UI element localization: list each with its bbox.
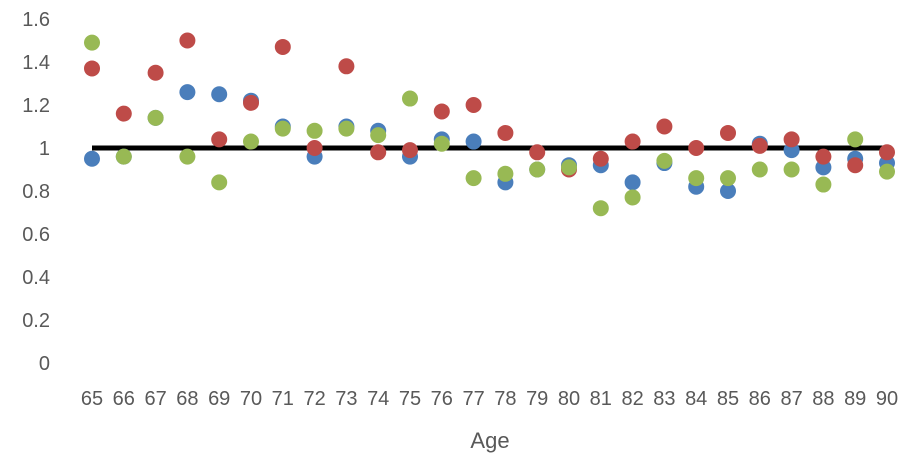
data-point-series-3 — [561, 159, 577, 176]
data-point-series-2 — [688, 140, 705, 156]
x-tick-label: 80 — [558, 388, 580, 410]
data-point-series-3 — [624, 189, 641, 206]
x-tick-label: 82 — [621, 388, 643, 410]
data-point-series-2 — [783, 131, 800, 148]
data-point-series-2 — [274, 38, 291, 55]
data-point-series-2 — [433, 103, 450, 120]
data-point-series-1 — [624, 174, 641, 191]
y-tick-label: 1.2 — [22, 95, 50, 117]
x-tick-label: 86 — [749, 388, 771, 410]
data-point-series-3 — [338, 120, 355, 137]
x-tick-label: 72 — [303, 388, 325, 410]
data-point-series-3 — [688, 170, 705, 187]
data-point-series-2 — [370, 144, 387, 161]
data-point-series-2 — [211, 131, 228, 148]
data-point-series-3 — [751, 161, 768, 178]
y-tick-label: 1.4 — [22, 52, 50, 74]
data-point-series-1 — [211, 86, 228, 103]
data-point-series-3 — [306, 122, 323, 139]
y-tick-label: 0.8 — [22, 181, 50, 203]
x-tick-label: 65 — [81, 388, 103, 410]
data-point-series-3 — [592, 200, 609, 217]
data-point-series-1 — [720, 183, 736, 199]
data-point-series-2 — [115, 105, 132, 122]
data-point-series-2 — [402, 142, 418, 159]
x-tick-label: 79 — [526, 388, 548, 410]
data-point-series-3 — [211, 174, 228, 191]
data-point-series-1 — [179, 84, 196, 101]
data-point-series-2 — [243, 94, 259, 111]
data-point-series-2 — [592, 150, 609, 167]
data-point-series-3 — [370, 127, 387, 144]
data-point-series-3 — [402, 90, 418, 107]
y-tick-label: 1.6 — [22, 9, 50, 31]
data-point-series-2 — [751, 137, 768, 154]
data-point-series-2 — [306, 140, 323, 156]
data-point-series-2 — [147, 64, 164, 81]
data-point-series-2 — [497, 124, 514, 141]
data-point-series-2 — [720, 124, 736, 141]
x-tick-label: 66 — [113, 388, 135, 410]
data-point-series-2 — [529, 144, 546, 161]
data-point-series-2 — [179, 32, 196, 49]
y-tick-label: 0.6 — [22, 224, 50, 246]
data-point-series-3 — [879, 163, 895, 180]
data-point-series-3 — [465, 170, 482, 187]
x-tick-label: 77 — [462, 388, 484, 410]
x-tick-label: 90 — [876, 388, 898, 410]
data-point-series-3 — [783, 161, 800, 178]
x-tick-label: 67 — [144, 388, 166, 410]
data-point-series-2 — [84, 60, 100, 77]
data-point-series-3 — [656, 152, 673, 169]
data-point-series-3 — [815, 176, 832, 193]
data-point-series-2 — [847, 157, 864, 174]
y-tick-label: 0.2 — [22, 310, 50, 332]
data-point-series-3 — [433, 135, 450, 152]
data-point-series-2 — [338, 58, 355, 75]
data-point-series-2 — [815, 148, 832, 165]
x-tick-label: 76 — [431, 388, 453, 410]
data-point-series-3 — [497, 165, 514, 182]
x-tick-label: 87 — [780, 388, 802, 410]
x-tick-label: 85 — [717, 388, 739, 410]
data-point-series-3 — [720, 170, 736, 187]
x-tick-label: 88 — [812, 388, 834, 410]
data-point-series-3 — [84, 34, 100, 51]
y-axis-ticks: 0 0.2 0.4 0.6 0.8 1 1.2 1.4 1.6 — [22, 9, 50, 375]
data-point-series-3 — [179, 148, 196, 165]
data-point-series-2 — [465, 97, 482, 113]
data-point-series-2 — [656, 118, 673, 135]
x-tick-label: 70 — [240, 388, 262, 410]
data-point-series-2 — [879, 144, 895, 161]
x-tick-label: 69 — [208, 388, 230, 410]
x-axis-title: Age — [470, 428, 509, 453]
x-tick-label: 89 — [844, 388, 866, 410]
x-tick-label: 78 — [494, 388, 516, 410]
x-axis-ticks: 65 66 67 68 69 70 71 72 73 74 75 76 77 78 79 80 81 82 83 84… — [81, 388, 898, 410]
data-point-series-3 — [847, 131, 864, 148]
data-point-series-2 — [624, 133, 641, 150]
y-tick-label: 0 — [39, 353, 50, 375]
x-tick-label: 73 — [335, 388, 357, 410]
data-point-series-3 — [529, 161, 546, 178]
y-tick-label: 1 — [39, 138, 50, 160]
x-tick-label: 83 — [653, 388, 675, 410]
data-point-series-1 — [465, 133, 482, 150]
data-point-series-3 — [274, 120, 291, 137]
x-tick-label: 74 — [367, 388, 389, 410]
data-points — [84, 32, 895, 217]
x-tick-label: 68 — [176, 388, 198, 410]
x-tick-label: 81 — [590, 388, 612, 410]
x-tick-label: 84 — [685, 388, 707, 410]
data-point-series-1 — [84, 150, 100, 167]
x-tick-label: 71 — [272, 388, 294, 410]
y-tick-label: 0.4 — [22, 267, 50, 289]
data-point-series-3 — [243, 133, 259, 150]
x-tick-label: 75 — [399, 388, 421, 410]
data-point-series-3 — [115, 148, 132, 165]
data-point-series-3 — [147, 109, 164, 126]
